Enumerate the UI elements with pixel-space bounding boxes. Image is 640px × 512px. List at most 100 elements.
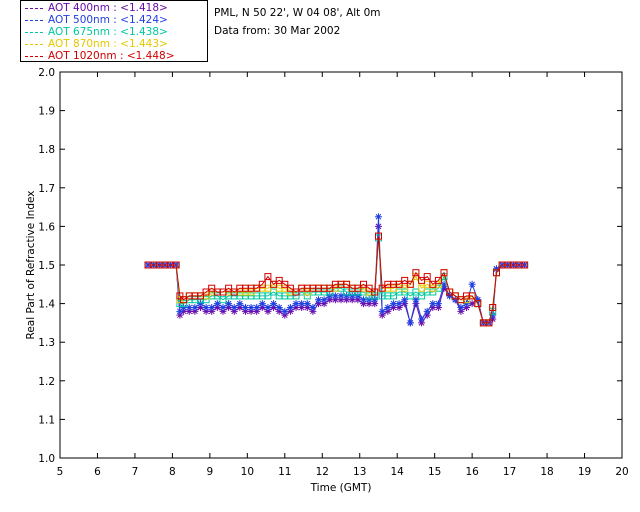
series-4-point-26 (286, 284, 294, 292)
series-1-point-32 (320, 296, 328, 304)
series-1-point-49 (412, 296, 420, 304)
series-1 (144, 213, 529, 327)
x-tick-label-18: 18 (540, 466, 553, 478)
series-4-point-20 (253, 284, 261, 292)
series-1-point-38 (354, 292, 362, 300)
series-4-point-36 (343, 280, 351, 288)
series-0-point-28 (298, 303, 306, 311)
series-3-point-50 (418, 284, 426, 292)
series-4-point-55 (446, 288, 454, 296)
series-0-point-31 (315, 300, 323, 308)
series-1-point-57 (457, 303, 465, 311)
series-2-point-13 (213, 292, 221, 300)
x-tick-label-13: 13 (353, 466, 366, 478)
series-0-point-30 (309, 307, 317, 315)
legend-box: AOT 400nm : <1.418> AOT 500nm : <1.424> … (20, 0, 208, 62)
series-4-point-6 (176, 292, 184, 300)
legend-swatch-1020 (25, 55, 43, 57)
series-4-point-40 (365, 284, 373, 292)
series-0-point-45 (389, 303, 397, 311)
series-0-point-53 (434, 303, 442, 311)
series-4-point-22 (264, 273, 272, 281)
series-2-point-33 (326, 288, 334, 296)
series-0-point-35 (337, 296, 345, 304)
series-4-point-21 (258, 280, 266, 288)
legend-label-870: AOT 870nm : <1.443> (48, 38, 168, 50)
series-0-point-58 (463, 303, 471, 311)
series-1-point-64 (492, 265, 500, 273)
series-4-point-64 (493, 269, 500, 277)
series-0-point-9 (191, 307, 199, 315)
series-0-point-50 (418, 319, 426, 327)
legend-item-500: AOT 500nm : <1.424> (25, 13, 168, 27)
x-tick-label-16: 16 (465, 466, 479, 478)
y-tick-label-1.0: 1.0 (38, 453, 55, 465)
y-tick-label-1.3: 1.3 (38, 337, 55, 349)
series-0-point-24 (275, 307, 283, 315)
series-4-point-25 (281, 280, 289, 288)
series-1-point-46 (395, 300, 403, 308)
series-0-point-32 (320, 300, 328, 308)
series-0-point-59 (468, 300, 476, 308)
series-4 (144, 232, 529, 327)
series-1-point-24 (275, 303, 283, 311)
x-axis: 5 6 7 8 9 10 11 12 13 14 15 16 17 18 19 20 (57, 72, 629, 478)
series-2-point-48 (406, 292, 414, 300)
series-1-point-31 (315, 296, 323, 304)
legend-label-675: AOT 675nm : <1.438> (48, 26, 168, 38)
series-0-point-34 (331, 296, 339, 304)
date-info: Data from: 30 Mar 2002 (214, 25, 341, 37)
series-1-point-43 (378, 307, 386, 315)
series-1-point-56 (451, 296, 459, 304)
plot-area-frame (59, 71, 623, 459)
series-0-point-51 (423, 311, 431, 319)
series-0-point-23 (270, 303, 278, 311)
series-1-point-8 (185, 303, 193, 311)
series-1-point-63 (489, 311, 497, 319)
series-0-point-18 (241, 307, 249, 315)
series-4-point-10 (197, 292, 204, 300)
series-0-point-10 (197, 303, 204, 311)
series-4-point-57 (457, 296, 465, 304)
series-1-point-50 (418, 315, 426, 323)
series-4-point-39 (360, 280, 367, 288)
y-tick-label-1.1: 1.1 (38, 414, 55, 426)
series-0-point-14 (219, 307, 227, 315)
legend-item-400: AOT 400nm : <1.418> (25, 1, 168, 15)
series-1-point-15 (225, 300, 233, 308)
series-1-point-35 (337, 292, 345, 300)
legend-swatch-870 (25, 43, 43, 45)
series-1-point-28 (298, 300, 306, 308)
legend-item-870: AOT 870nm : <1.443> (25, 37, 168, 51)
series-0-point-38 (354, 296, 362, 304)
series-1-point-45 (389, 300, 397, 308)
series-1-point-34 (331, 292, 339, 300)
series-3 (144, 232, 529, 327)
series-3-point-19 (247, 288, 255, 296)
series-2-point-49 (412, 288, 420, 296)
series-0-point-21 (258, 303, 266, 311)
series-2-point-45 (390, 292, 397, 300)
series-2-point-7 (180, 300, 188, 308)
series-1-point-58 (463, 300, 471, 308)
series-2 (144, 234, 529, 327)
series-0-point-46 (395, 303, 403, 311)
series-4-point-69 (521, 261, 529, 269)
series-3-point-45 (390, 284, 397, 292)
legend-swatch-500 (25, 19, 43, 21)
series-4-point-15 (225, 284, 233, 292)
series-0-point-13 (213, 303, 221, 311)
series-4-point-50 (418, 276, 426, 284)
series-2-point-27 (292, 292, 300, 300)
series-1-point-36 (343, 292, 351, 300)
series-4-point-41 (371, 288, 379, 296)
series-4-point-33 (326, 284, 334, 292)
series-0-point-20 (253, 307, 261, 315)
series-4-point-59 (468, 292, 476, 300)
series-2-point-6 (176, 300, 184, 308)
legend-swatch-400 (25, 7, 43, 9)
series-3-point-22 (264, 284, 272, 292)
series-4-point-60 (474, 300, 482, 308)
x-tick-label-5: 5 (57, 466, 64, 478)
